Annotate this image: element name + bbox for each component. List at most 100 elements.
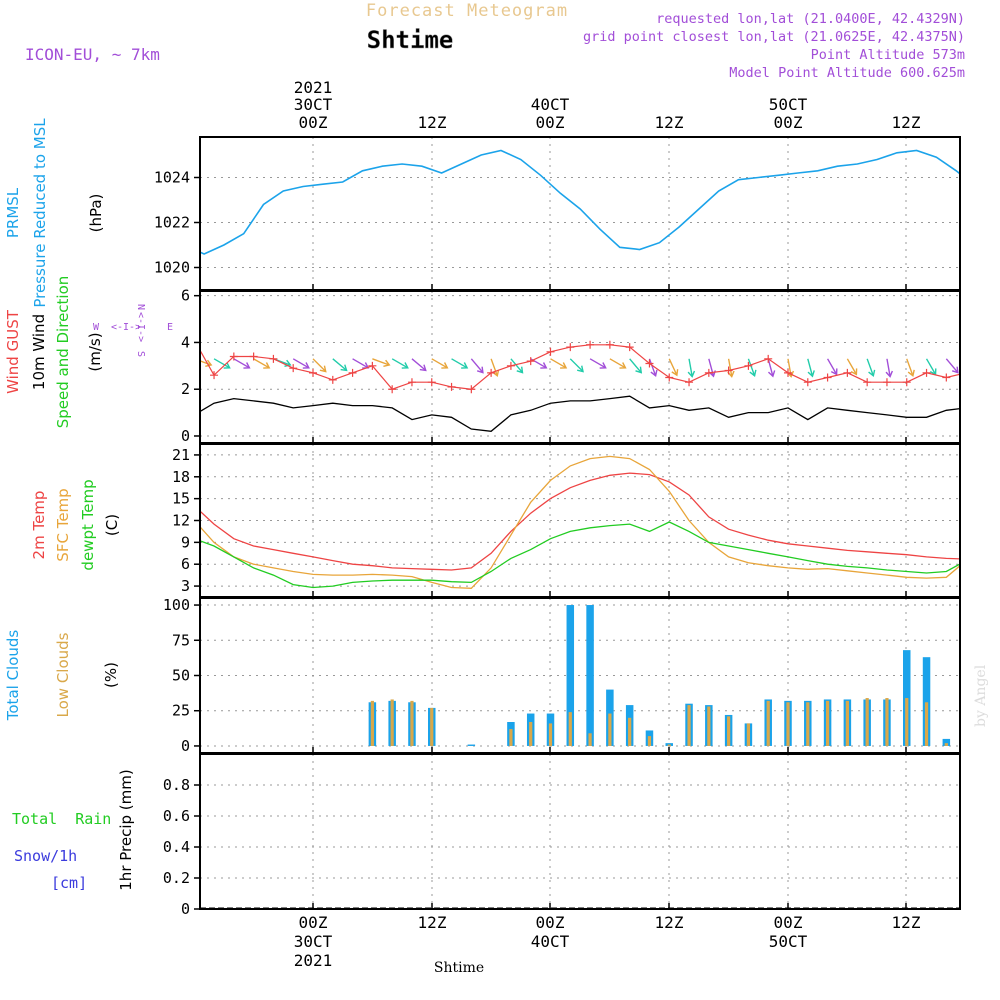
y-tick-label: 9 xyxy=(181,533,190,551)
y-tick-label: 0 xyxy=(181,737,190,755)
wind-arrow-shaft xyxy=(886,358,891,377)
low-cloud-bar xyxy=(845,700,849,746)
low-cloud-bar xyxy=(133,711,136,746)
y-tick-label: 1022 xyxy=(154,214,190,232)
y-tick-label: 12 xyxy=(172,512,190,530)
panel-label-wind: Wind GUST xyxy=(4,309,22,394)
total-cloud-bar xyxy=(566,605,575,746)
y-tick-label: 6 xyxy=(181,555,190,573)
wind-arrow xyxy=(233,358,251,369)
wind-arrow xyxy=(391,358,409,369)
y-tick-label: 3 xyxy=(181,577,190,595)
gust-marker xyxy=(685,378,694,387)
total-cloud-bar xyxy=(586,605,594,746)
info-line-2: grid point closest lon,lat (21.0625E, 42… xyxy=(583,29,965,45)
low-cloud-bar xyxy=(529,722,533,746)
wind-arrow xyxy=(135,359,152,367)
precip-legend-rain: Total Rain xyxy=(12,810,111,828)
precip-legend-snow: Snow/1h xyxy=(14,847,77,865)
wind-arrow xyxy=(668,358,679,377)
wind-arrow-shaft xyxy=(826,358,838,375)
wind-arrow-head xyxy=(850,368,858,376)
panel-label-temp: (C) xyxy=(103,514,121,536)
bottom-hour-label-4: 12Z xyxy=(655,913,684,932)
y-tick-label: 0.6 xyxy=(163,807,190,825)
y-tick-label: 0.2 xyxy=(163,869,190,887)
low-cloud-bar xyxy=(390,699,394,746)
sfctemp-line xyxy=(200,455,960,589)
compass-west: W xyxy=(93,322,100,333)
gust-marker xyxy=(863,378,872,387)
wind-arrow xyxy=(925,358,937,376)
gust-marker xyxy=(269,354,278,363)
wind-arrow-head xyxy=(164,362,170,368)
wind-arrow xyxy=(332,358,348,372)
wind-arrow-head xyxy=(650,369,658,377)
panel-clouds: 0 25 50 75 100 Total Clouds Low Clouds (%) xyxy=(4,596,970,755)
wind-arrow xyxy=(966,359,980,371)
low-cloud-bar xyxy=(588,733,592,746)
total-cloud-bar xyxy=(962,605,970,746)
wind-arrow-shaft xyxy=(155,359,171,368)
gust-marker xyxy=(942,373,951,382)
total-cloud-bar xyxy=(467,744,476,746)
wind-arrow-shaft xyxy=(589,358,607,369)
compass-north: N xyxy=(135,304,146,310)
wind-arrow-head xyxy=(885,370,894,378)
wind-arrow-shaft xyxy=(807,358,814,377)
bottom-hour-label-5: 00Z xyxy=(774,913,803,932)
wind-arrow xyxy=(708,358,716,378)
wind-arrow-head xyxy=(476,366,484,374)
wind-arrow-shaft xyxy=(688,358,693,377)
wind-arrow xyxy=(589,358,607,369)
bottom-place-label: Shtime xyxy=(434,960,484,976)
low-cloud-bar xyxy=(924,702,929,746)
low-cloud-bar xyxy=(806,702,810,746)
panel-frame xyxy=(199,290,961,444)
wind-arrow xyxy=(411,358,427,372)
gust-marker xyxy=(309,368,317,377)
wind-arrow-shaft xyxy=(292,358,310,369)
panel-label-pressure: PRMSL xyxy=(4,187,22,238)
wind-arrow-head xyxy=(461,362,469,369)
low-cloud-bar xyxy=(746,723,751,746)
gust-marker xyxy=(388,385,397,394)
wind-arrow-head xyxy=(635,366,643,374)
panel-label-temp: SFC Temp xyxy=(54,488,72,561)
wind-arrow-shaft xyxy=(431,358,448,369)
gust-marker xyxy=(427,378,436,387)
wind-arrow-shaft xyxy=(846,358,857,375)
gust-marker xyxy=(229,352,238,361)
panel-pressure: 1020 1022 1024 PRMSL Pressure Reduced to MSL… xyxy=(4,118,961,308)
wind-arrow-head xyxy=(671,369,679,377)
gust-marker xyxy=(882,378,891,387)
compass-south: S xyxy=(135,351,146,357)
gust-marker xyxy=(665,373,674,382)
wind-arrow-head xyxy=(302,362,310,369)
wind-arrow xyxy=(372,358,391,367)
gust-marker xyxy=(210,371,219,380)
forecast-title: Forecast Meteogram xyxy=(366,1,568,21)
panel-label-temp: 2m Temp xyxy=(30,491,48,560)
y-tick-label: 15 xyxy=(172,490,190,508)
wind-arrow-head xyxy=(619,362,627,369)
total-cloud-bar xyxy=(665,743,673,746)
low-cloud-bar xyxy=(548,723,553,746)
panel-label-pressure: Pressure Reduced to MSL xyxy=(31,118,49,308)
total-cloud-bar xyxy=(922,657,931,746)
panel-frame xyxy=(199,753,961,910)
wind-arrow-head xyxy=(907,369,915,377)
bottom-day-label-3: 50CT xyxy=(769,932,808,951)
wind-arrow-shaft xyxy=(451,358,468,369)
wind-arrow-shaft xyxy=(629,358,642,374)
wind-arrow-head xyxy=(223,362,231,369)
y-tick-label: 1020 xyxy=(154,259,190,277)
low-cloud-bar xyxy=(430,707,434,746)
wind-arrow-shaft xyxy=(925,358,937,375)
wind-arrow-shaft xyxy=(312,358,327,373)
y-tick-label: 1024 xyxy=(154,169,190,187)
bottom-day-label-2: 40CT xyxy=(531,932,570,951)
low-cloud-bar xyxy=(707,706,711,746)
gust-marker xyxy=(407,378,416,387)
